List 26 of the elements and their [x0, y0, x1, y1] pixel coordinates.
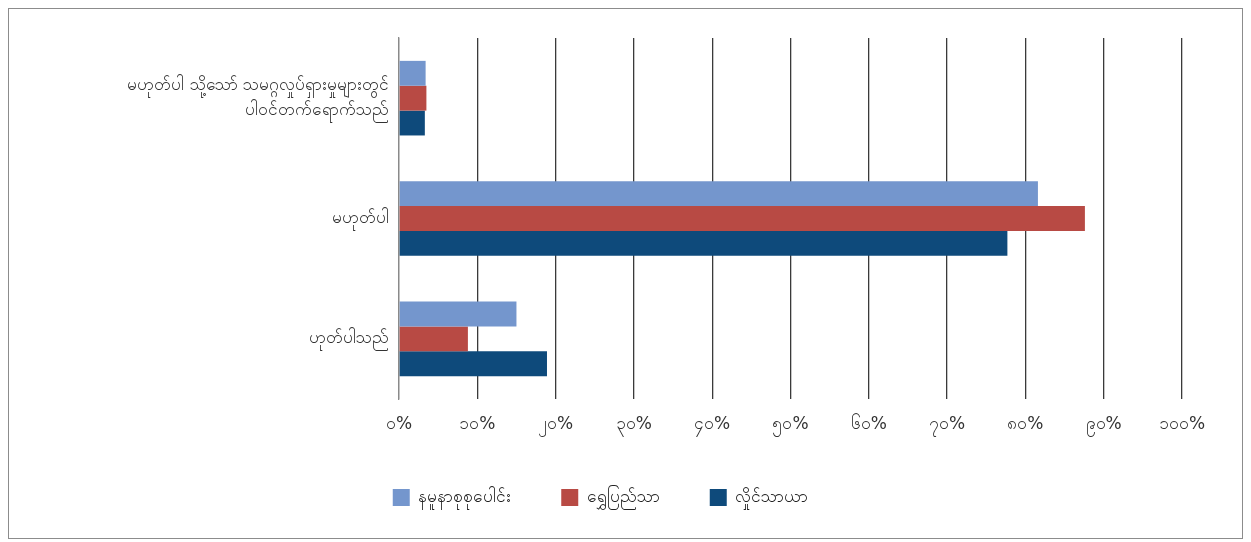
x-tick-label: ၉၀% [1085, 412, 1122, 437]
bar [399, 351, 547, 377]
legend-label: နမူနာစုစုပေါင်း [418, 485, 512, 510]
y-tick-label: မဟုတ်ပါ [332, 206, 389, 231]
bar [399, 110, 425, 136]
bar [399, 85, 427, 111]
x-tick-label: ၁၀% [459, 412, 496, 433]
x-tick-label: ၀% [385, 412, 413, 433]
legend-label: ရွှေပြည်သာ [586, 484, 660, 510]
x-tick-label: ၂၀% [538, 412, 574, 437]
y-tick-label: မဟုတ်ပါ သို့သော် သမဂ္ဂလှုပ်ရှားမှုများတွင် ပါဝင်တက်ရောက်သည် [127, 73, 389, 124]
bar [399, 301, 517, 327]
bar [399, 206, 1085, 231]
x-tick-label: ၃၀% [615, 412, 652, 437]
x-tick-label: ၇၀% [929, 412, 966, 437]
bar [399, 326, 468, 352]
x-tick-label: ၁၀၀% [1158, 412, 1206, 433]
bar [399, 230, 1008, 256]
legend-label: လှိုင်သာယာ [735, 485, 809, 510]
y-tick-label: ဟုတ်ပါသည် [309, 327, 389, 352]
x-tick-label: ၈၀% [1007, 412, 1044, 433]
x-tick-label: ၄၀% [694, 412, 731, 437]
x-tick-label: ၆၀% [850, 412, 887, 433]
bar [399, 60, 426, 86]
bar [399, 181, 1038, 207]
x-tick-label: ၅၀% [772, 412, 809, 437]
